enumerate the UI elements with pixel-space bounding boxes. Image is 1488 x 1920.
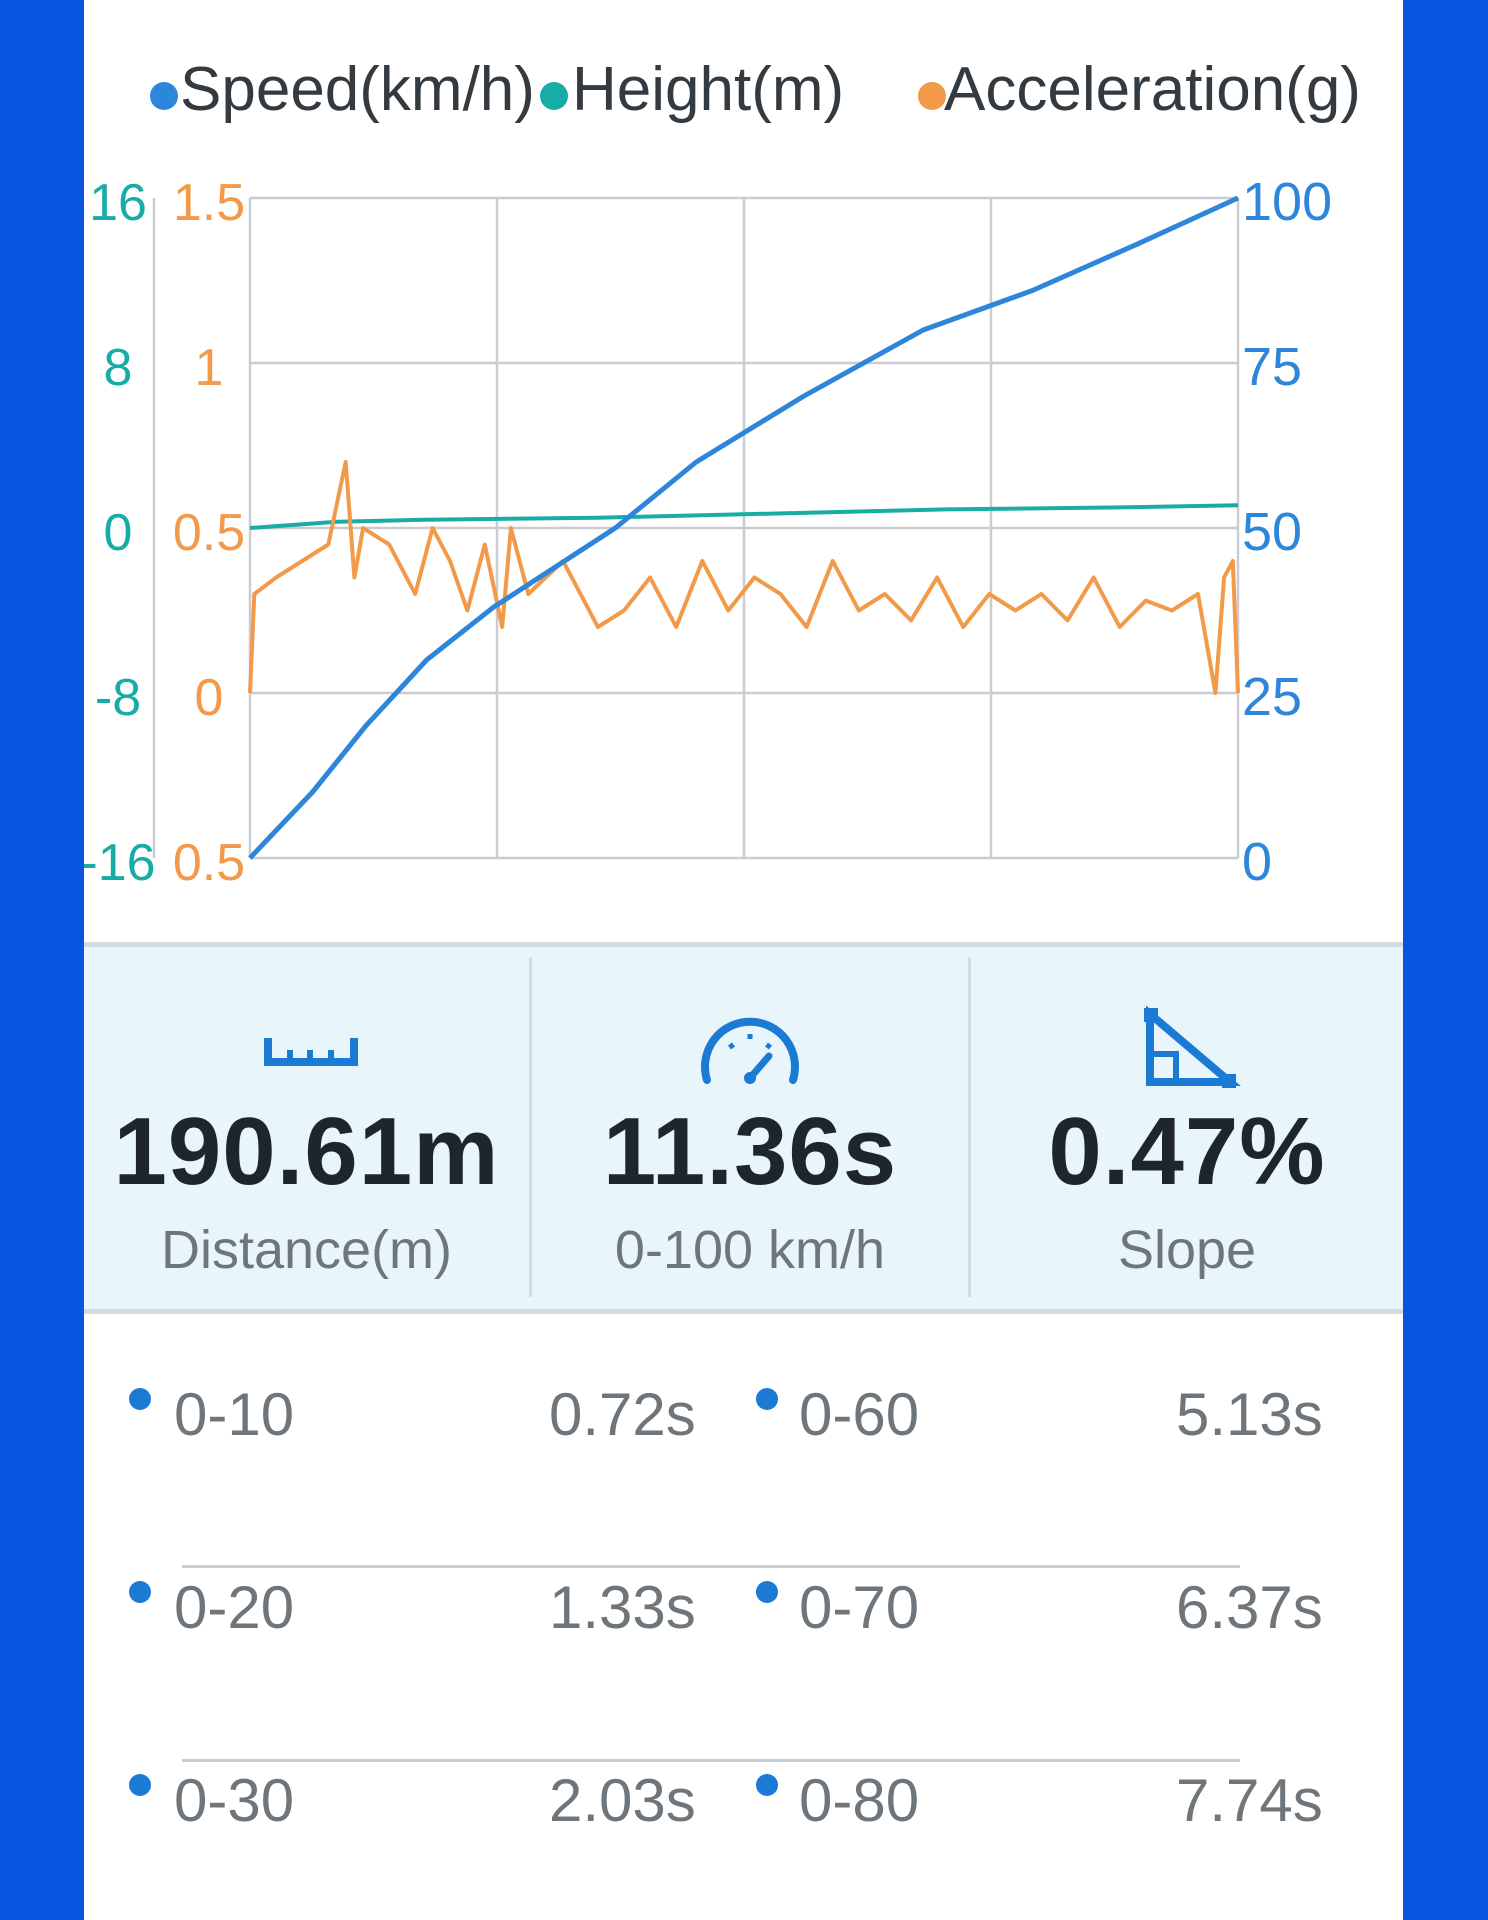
- row-divider: [182, 1565, 1240, 1568]
- height-tick-label: 0: [104, 504, 133, 562]
- accel-tick-label: 0: [195, 669, 224, 727]
- height-tick-label: -8: [95, 669, 141, 727]
- split-range: 0-20: [174, 1574, 295, 1641]
- distance-label: Distance(m): [160, 1220, 453, 1280]
- zero-to-hundred-label: 0-100 km/h: [614, 1220, 886, 1280]
- accel-tick-label: 0.5: [173, 834, 245, 892]
- ruler-icon: [263, 1038, 358, 1066]
- stat-divider: [968, 957, 971, 1297]
- height-tick-label: 8: [104, 339, 133, 397]
- speedometer-icon: [701, 1017, 799, 1084]
- result-panel: 16 8 0 -8 -16 1.5 1 0.5 0 0.5 100 75 50 25 0 Speed(km/h…: [84, 0, 1403, 1920]
- stats-summary: 190.61m Distance(m) 11.36s 0-100 km/h: [84, 942, 1403, 1314]
- legend-label: Acceleration(g): [944, 55, 1361, 124]
- bullet-dot-icon: [129, 1581, 151, 1603]
- slope-value: 0.47%: [1048, 1098, 1326, 1205]
- accel-tick-label: 0.5: [173, 504, 245, 562]
- speed-tick-label: 100: [1242, 172, 1332, 232]
- speed-tick-label: 25: [1242, 667, 1302, 727]
- split-range: 0-10: [174, 1381, 295, 1448]
- split-range: 0-70: [799, 1574, 920, 1641]
- legend-label: Height(m): [572, 55, 844, 124]
- split-time: 1.33s: [549, 1574, 696, 1641]
- distance-value: 190.61m: [113, 1098, 500, 1205]
- speed-tick-label: 50: [1242, 502, 1302, 562]
- legend-dot-icon: [918, 82, 946, 110]
- slope-icon: [1144, 1005, 1241, 1088]
- split-row: 0-30 2.03s 0-80 7.74s: [84, 1726, 1403, 1866]
- row-divider: [182, 1759, 1240, 1762]
- split-row: 0-10 0.72s 0-60 5.13s: [84, 1340, 1403, 1480]
- speed-tick-label: 0: [1242, 832, 1272, 892]
- split-range: 0-80: [799, 1767, 920, 1834]
- bullet-dot-icon: [129, 1388, 151, 1410]
- split-range: 0-60: [799, 1381, 920, 1448]
- split-time: 7.74s: [1176, 1767, 1323, 1834]
- split-time: 2.03s: [549, 1767, 696, 1834]
- stat-distance: 190.61m Distance(m): [84, 947, 529, 1309]
- stat-divider: [529, 957, 532, 1297]
- split-range: 0-30: [174, 1767, 295, 1834]
- speed-series-line: [248, 195, 1240, 860]
- bullet-dot-icon: [129, 1774, 151, 1796]
- chart-canvas: 16 8 0 -8 -16 1.5 1 0.5 0 0.5 100 75 50 25 0 Speed(km/h…: [84, 55, 1361, 892]
- split-row: 0-20 1.33s 0-70 6.37s: [84, 1533, 1403, 1673]
- acceleration-series-line: [248, 460, 1240, 695]
- zero-to-hundred-value: 11.36s: [602, 1098, 898, 1205]
- bullet-dot-icon: [756, 1388, 778, 1410]
- stat-zero-to-hundred: 11.36s 0-100 km/h: [532, 947, 968, 1309]
- stat-slope: 0.47% Slope: [971, 947, 1403, 1309]
- legend-label: Speed(km/h): [180, 55, 535, 124]
- bullet-dot-icon: [756, 1774, 778, 1796]
- split-time: 6.37s: [1176, 1574, 1323, 1641]
- legend-dot-icon: [540, 82, 568, 110]
- speed-tick-label: 75: [1242, 337, 1302, 397]
- bullet-dot-icon: [756, 1581, 778, 1603]
- acceleration-chart: 16 8 0 -8 -16 1.5 1 0.5 0 0.5 100 75 50 25 0 Speed(km/h…: [84, 0, 1403, 940]
- height-tick-label: -16: [84, 834, 156, 892]
- accel-tick-label: 1: [195, 339, 224, 397]
- slope-label: Slope: [1117, 1220, 1257, 1280]
- split-time: 5.13s: [1176, 1381, 1323, 1448]
- legend-dot-icon: [150, 82, 178, 110]
- accel-tick-label: 1.5: [173, 174, 245, 232]
- height-tick-label: 16: [89, 174, 147, 232]
- split-time: 0.72s: [549, 1381, 696, 1448]
